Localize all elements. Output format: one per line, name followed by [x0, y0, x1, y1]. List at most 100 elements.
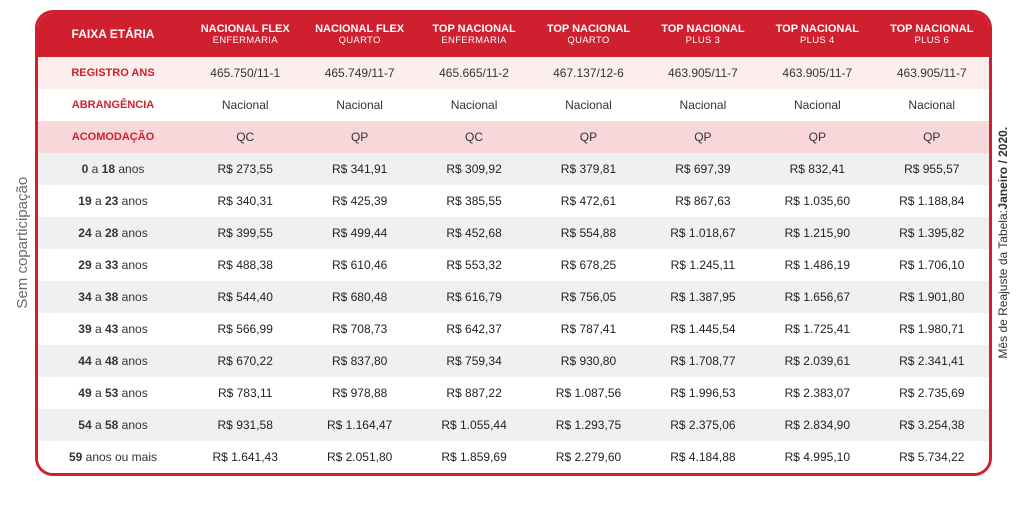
price-cell: R$ 680,48	[302, 281, 416, 313]
price-cell: R$ 1.725,41	[760, 313, 874, 345]
header-plan: TOP NACIONALPLUS 4	[760, 13, 874, 57]
meta-row: ABRANGÊNCIANacionalNacionalNacionalNacio…	[38, 89, 989, 121]
price-cell: R$ 978,88	[302, 377, 416, 409]
price-cell: R$ 1.395,82	[875, 217, 989, 249]
price-cell: R$ 1.708,77	[646, 345, 760, 377]
price-cell: R$ 488,38	[188, 249, 302, 281]
price-cell: R$ 887,22	[417, 377, 531, 409]
price-cell: R$ 544,40	[188, 281, 302, 313]
meta-cell: QP	[760, 121, 874, 153]
meta-cell: Nacional	[875, 89, 989, 121]
side-label-right: Mês de Reajuste da Tabela: Janeiro / 202…	[992, 10, 1014, 476]
age-cell: 19 a 23 anos	[38, 185, 188, 217]
meta-cell: QP	[531, 121, 645, 153]
meta-cell: 463.905/11-7	[760, 57, 874, 89]
price-cell: R$ 783,11	[188, 377, 302, 409]
price-cell: R$ 1.387,95	[646, 281, 760, 313]
price-cell: R$ 472,61	[531, 185, 645, 217]
price-cell: R$ 1.018,67	[646, 217, 760, 249]
header-plan-title: TOP NACIONAL	[776, 23, 859, 35]
price-cell: R$ 5.734,22	[875, 441, 989, 473]
price-cell: R$ 1.980,71	[875, 313, 989, 345]
price-cell: R$ 1.035,60	[760, 185, 874, 217]
price-cell: R$ 955,57	[875, 153, 989, 185]
meta-cell: Nacional	[417, 89, 531, 121]
price-cell: R$ 931,58	[188, 409, 302, 441]
price-cell: R$ 670,22	[188, 345, 302, 377]
price-cell: R$ 837,80	[302, 345, 416, 377]
price-cell: R$ 616,79	[417, 281, 531, 313]
age-cell: 34 a 38 anos	[38, 281, 188, 313]
reajuste-date: Janeiro / 2020.	[996, 127, 1010, 210]
pricing-table: FAIXA ETÁRIANACIONAL FLEXENFERMARIANACIO…	[38, 13, 989, 473]
price-cell: R$ 3.254,38	[875, 409, 989, 441]
price-cell: R$ 340,31	[188, 185, 302, 217]
price-cell: R$ 787,41	[531, 313, 645, 345]
meta-cell: QC	[417, 121, 531, 153]
price-cell: R$ 341,91	[302, 153, 416, 185]
price-cell: R$ 1.996,53	[646, 377, 760, 409]
price-cell: R$ 554,88	[531, 217, 645, 249]
price-cell: R$ 425,39	[302, 185, 416, 217]
price-row: 19 a 23 anosR$ 340,31R$ 425,39R$ 385,55R…	[38, 185, 989, 217]
price-cell: R$ 1.055,44	[417, 409, 531, 441]
price-cell: R$ 4.995,10	[760, 441, 874, 473]
price-cell: R$ 1.188,84	[875, 185, 989, 217]
price-cell: R$ 309,92	[417, 153, 531, 185]
header-plan-sub: PLUS 6	[879, 36, 985, 47]
age-cell: 24 a 28 anos	[38, 217, 188, 249]
pricing-table-container: Sem coparticipação FAIXA ETÁRIANACIONAL …	[10, 10, 1014, 476]
price-cell: R$ 1.901,80	[875, 281, 989, 313]
meta-cell: 463.905/11-7	[646, 57, 760, 89]
price-cell: R$ 1.656,67	[760, 281, 874, 313]
header-plan-title: NACIONAL FLEX	[315, 23, 404, 35]
price-cell: R$ 832,41	[760, 153, 874, 185]
header-plan-sub: PLUS 3	[650, 36, 756, 47]
price-cell: R$ 566,99	[188, 313, 302, 345]
meta-cell: 463.905/11-7	[875, 57, 989, 89]
price-body: 0 a 18 anosR$ 273,55R$ 341,91R$ 309,92R$…	[38, 153, 989, 473]
meta-cell: Nacional	[760, 89, 874, 121]
price-cell: R$ 1.706,10	[875, 249, 989, 281]
age-cell: 59 anos ou mais	[38, 441, 188, 473]
price-cell: R$ 2.279,60	[531, 441, 645, 473]
meta-row-label: REGISTRO ANS	[38, 57, 188, 89]
reajuste-prefix: Mês de Reajuste da Tabela:	[996, 210, 1010, 359]
price-cell: R$ 385,55	[417, 185, 531, 217]
price-row: 29 a 33 anosR$ 488,38R$ 610,46R$ 553,32R…	[38, 249, 989, 281]
price-cell: R$ 2.051,80	[302, 441, 416, 473]
header-plan: TOP NACIONALENFERMARIA	[417, 13, 531, 57]
header-plan: NACIONAL FLEXENFERMARIA	[188, 13, 302, 57]
price-cell: R$ 930,80	[531, 345, 645, 377]
price-cell: R$ 399,55	[188, 217, 302, 249]
meta-cell: 467.137/12-6	[531, 57, 645, 89]
price-cell: R$ 759,34	[417, 345, 531, 377]
price-row: 54 a 58 anosR$ 931,58R$ 1.164,47R$ 1.055…	[38, 409, 989, 441]
price-cell: R$ 1.486,19	[760, 249, 874, 281]
price-cell: R$ 553,32	[417, 249, 531, 281]
meta-cell: 465.665/11-2	[417, 57, 531, 89]
header-plan: NACIONAL FLEXQUARTO	[302, 13, 416, 57]
header-plan-title: TOP NACIONAL	[432, 23, 515, 35]
price-row: 44 a 48 anosR$ 670,22R$ 837,80R$ 759,34R…	[38, 345, 989, 377]
age-cell: 39 a 43 anos	[38, 313, 188, 345]
header-plan: TOP NACIONALPLUS 3	[646, 13, 760, 57]
price-cell: R$ 2.834,90	[760, 409, 874, 441]
header-plan-title: TOP NACIONAL	[547, 23, 630, 35]
table-head: FAIXA ETÁRIANACIONAL FLEXENFERMARIANACIO…	[38, 13, 989, 57]
meta-cell: Nacional	[646, 89, 760, 121]
meta-row: REGISTRO ANS465.750/11-1465.749/11-7465.…	[38, 57, 989, 89]
header-plan: TOP NACIONALQUARTO	[531, 13, 645, 57]
price-cell: R$ 499,44	[302, 217, 416, 249]
price-cell: R$ 2.341,41	[875, 345, 989, 377]
price-row: 0 a 18 anosR$ 273,55R$ 341,91R$ 309,92R$…	[38, 153, 989, 185]
age-cell: 49 a 53 anos	[38, 377, 188, 409]
header-plan-sub: ENFERMARIA	[421, 36, 527, 47]
meta-row-label: ACOMODAÇÃO	[38, 121, 188, 153]
header-plan-sub: QUARTO	[306, 36, 412, 47]
header-plan-title: TOP NACIONAL	[661, 23, 744, 35]
age-cell: 29 a 33 anos	[38, 249, 188, 281]
header-plan-title: TOP NACIONAL	[890, 23, 973, 35]
price-cell: R$ 1.215,90	[760, 217, 874, 249]
meta-cell: QP	[302, 121, 416, 153]
